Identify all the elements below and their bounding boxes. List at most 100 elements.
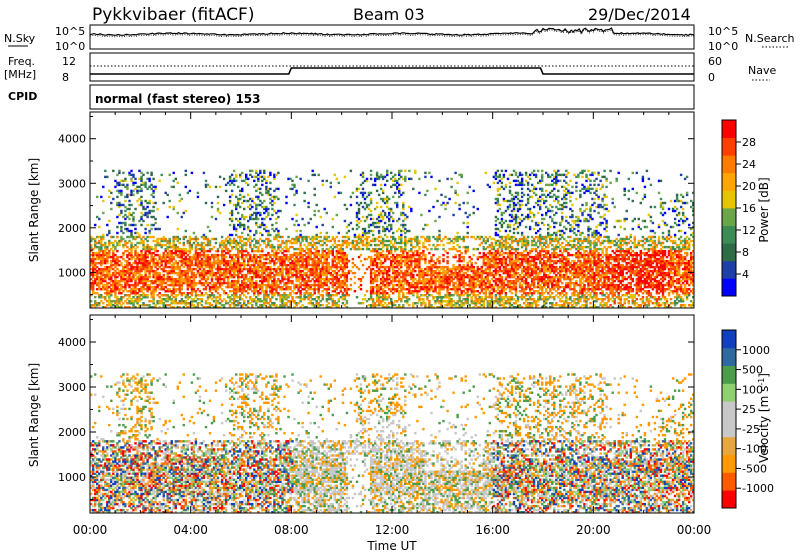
heatmap-cell <box>305 275 308 279</box>
heatmap-cell <box>319 273 322 277</box>
heatmap-cell <box>420 267 423 271</box>
heatmap-cell <box>269 243 272 247</box>
heatmap-cell <box>251 257 254 261</box>
heatmap-cell <box>432 290 435 293</box>
heatmap-cell <box>186 273 190 277</box>
heatmap-cell <box>118 269 121 273</box>
heatmap-cell <box>90 247 93 251</box>
heatmap-cell <box>247 177 250 181</box>
heatmap-cell <box>166 304 169 307</box>
heatmap-cell <box>333 288 337 291</box>
heatmap-cell <box>293 203 296 207</box>
heatmap-cell <box>118 290 121 293</box>
heatmap-cell <box>319 253 322 257</box>
heatmap-cell <box>249 197 252 201</box>
heatmap-cell <box>400 193 403 197</box>
heatmap-cell <box>114 283 117 287</box>
heatmap-cell <box>452 273 455 277</box>
heatmap-cell <box>343 253 347 257</box>
heatmap-cell <box>251 205 254 209</box>
heatmap-cell <box>454 237 457 241</box>
heatmap-cell <box>118 169 121 173</box>
heatmap-cell <box>273 273 276 277</box>
heatmap-cell <box>303 263 306 267</box>
heatmap-cell <box>194 283 198 287</box>
heatmap-cell <box>241 292 244 295</box>
heatmap-cell <box>170 269 173 273</box>
heatmap-cell <box>220 300 224 303</box>
heatmap-cell <box>325 253 329 257</box>
heatmap-cell <box>273 279 276 283</box>
heatmap-cell <box>124 185 127 189</box>
heatmap-cell <box>371 183 375 187</box>
heatmap-cell <box>261 300 264 303</box>
heatmap-cell <box>130 173 133 177</box>
heatmap-cell <box>402 253 405 257</box>
heatmap-cell <box>186 265 190 269</box>
heatmap-cell <box>140 257 143 261</box>
heatmap-cell <box>142 259 145 263</box>
heatmap-cell <box>343 283 347 287</box>
heatmap-cell <box>323 207 326 211</box>
heatmap-cell <box>305 271 308 275</box>
heatmap-cell <box>170 306 173 309</box>
heatmap-cell <box>307 201 310 205</box>
heatmap-cell <box>422 251 425 255</box>
heatmap-cell <box>432 271 435 275</box>
heatmap-cell <box>313 253 316 257</box>
heatmap-cell <box>200 298 204 301</box>
heatmap-cell <box>329 251 333 255</box>
heatmap-cell <box>261 285 264 289</box>
heatmap-cell <box>333 294 337 297</box>
heatmap-cell <box>412 306 415 309</box>
heatmap-cell <box>174 265 178 269</box>
heatmap-cell <box>279 271 282 275</box>
heatmap-cell <box>154 247 157 251</box>
heatmap-cell <box>178 283 182 287</box>
heatmap-cell <box>390 300 393 303</box>
heatmap-cell <box>200 253 204 257</box>
heatmap-cell <box>230 257 234 261</box>
heatmap-cell <box>257 197 260 201</box>
heatmap-cell <box>138 288 141 291</box>
heatmap-cell <box>235 253 238 257</box>
heatmap-cell <box>359 183 363 187</box>
heatmap-cell <box>319 231 322 235</box>
heatmap-cell <box>208 271 212 275</box>
heatmap-cell <box>392 302 395 305</box>
heatmap-cell <box>251 281 254 285</box>
heatmap-cell <box>158 265 161 269</box>
heatmap-cell <box>166 255 169 259</box>
heatmap-cell <box>230 209 234 213</box>
heatmap-cell <box>96 292 99 295</box>
heatmap-cell <box>371 285 375 289</box>
heatmap-cell <box>386 249 389 253</box>
heatmap-cell <box>319 285 322 289</box>
heatmap-cell <box>373 259 377 263</box>
heatmap-cell <box>329 281 333 285</box>
heatmap-cell <box>275 269 278 273</box>
heatmap-cell <box>235 247 238 251</box>
heatmap-cell <box>146 255 149 259</box>
heatmap-cell <box>450 185 453 189</box>
heatmap-cell <box>303 306 306 309</box>
heatmap-cell <box>168 298 171 301</box>
heatmap-cell <box>172 288 175 291</box>
heatmap-cell <box>432 306 435 309</box>
heatmap-cell <box>126 306 129 309</box>
heatmap-cell <box>249 213 252 217</box>
heatmap-cell <box>297 223 300 227</box>
heatmap-cell <box>202 245 206 249</box>
heatmap-cell <box>438 288 441 291</box>
heatmap-cell <box>228 199 232 203</box>
heatmap-cell <box>379 304 383 307</box>
heatmap-cell <box>200 261 204 265</box>
heatmap-cell <box>365 231 369 235</box>
heatmap-cell <box>267 191 270 195</box>
heatmap-cell <box>271 296 274 299</box>
heatmap-cell <box>241 251 244 255</box>
heatmap-cell <box>426 290 429 293</box>
heatmap-cell <box>263 267 266 271</box>
heatmap-cell <box>263 296 266 299</box>
heatmap-cell <box>104 245 107 249</box>
